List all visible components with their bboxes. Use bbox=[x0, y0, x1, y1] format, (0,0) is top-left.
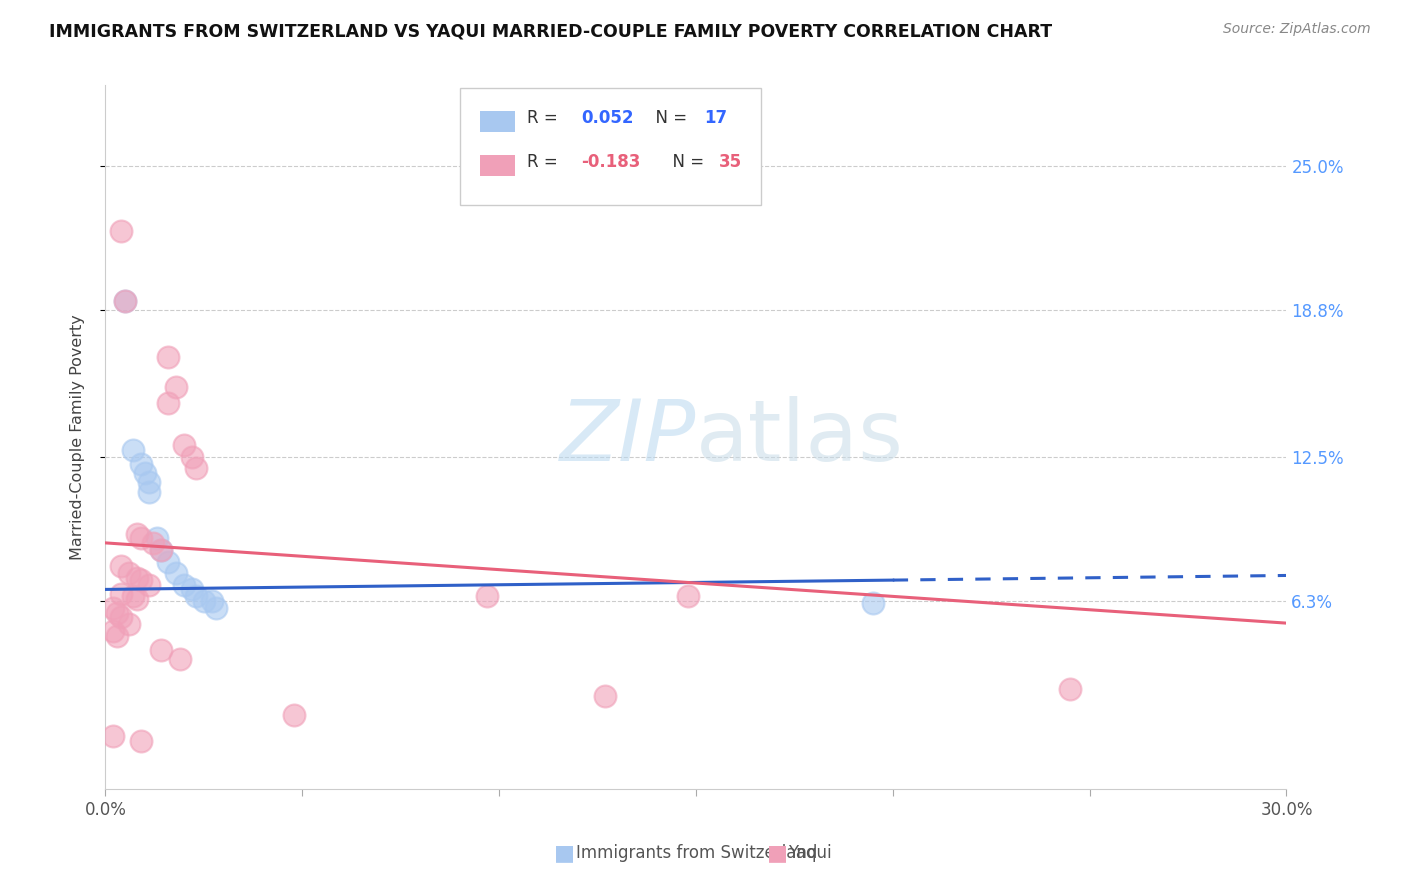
Point bbox=[103, 601, 125, 615]
Point bbox=[184, 461, 207, 475]
Point bbox=[149, 643, 172, 657]
Text: Immigrants from Switzerland: Immigrants from Switzerland bbox=[575, 844, 817, 862]
Point bbox=[149, 542, 172, 557]
Point bbox=[105, 606, 128, 620]
Text: Yaqui: Yaqui bbox=[789, 844, 832, 862]
Point bbox=[477, 590, 499, 604]
Point bbox=[595, 690, 617, 704]
Point bbox=[169, 652, 191, 666]
Point bbox=[118, 566, 141, 581]
Point bbox=[122, 442, 145, 457]
Point bbox=[1059, 682, 1081, 697]
Point bbox=[201, 594, 224, 608]
Point bbox=[165, 566, 187, 581]
Point bbox=[114, 293, 136, 308]
Text: R =: R = bbox=[527, 109, 562, 127]
Text: 0.052: 0.052 bbox=[582, 109, 634, 127]
Point bbox=[157, 350, 180, 364]
Point bbox=[110, 610, 132, 624]
Point bbox=[283, 708, 305, 723]
Point bbox=[145, 531, 167, 545]
Point bbox=[134, 466, 156, 480]
Point bbox=[193, 594, 215, 608]
Text: ■: ■ bbox=[554, 843, 575, 863]
FancyBboxPatch shape bbox=[479, 111, 515, 132]
Text: R =: R = bbox=[527, 153, 562, 171]
Y-axis label: Married-Couple Family Poverty: Married-Couple Family Poverty bbox=[70, 314, 84, 560]
Point bbox=[110, 224, 132, 238]
Point bbox=[122, 590, 145, 604]
Text: IMMIGRANTS FROM SWITZERLAND VS YAQUI MARRIED-COUPLE FAMILY POVERTY CORRELATION C: IMMIGRANTS FROM SWITZERLAND VS YAQUI MAR… bbox=[49, 22, 1052, 40]
Text: N =: N = bbox=[662, 153, 709, 171]
Point bbox=[181, 582, 204, 597]
Point bbox=[181, 450, 204, 464]
Point bbox=[165, 380, 187, 394]
Point bbox=[173, 578, 195, 592]
Point bbox=[676, 590, 699, 604]
Point bbox=[129, 573, 152, 587]
Text: -0.183: -0.183 bbox=[582, 153, 641, 171]
Point bbox=[138, 475, 160, 490]
Point bbox=[184, 590, 207, 604]
Point bbox=[105, 629, 128, 643]
Point bbox=[204, 601, 226, 615]
Point bbox=[114, 293, 136, 308]
Point bbox=[138, 484, 160, 499]
Text: 35: 35 bbox=[718, 153, 741, 171]
Point bbox=[125, 591, 148, 606]
Point bbox=[129, 531, 152, 545]
Text: Source: ZipAtlas.com: Source: ZipAtlas.com bbox=[1223, 22, 1371, 37]
Point bbox=[157, 396, 180, 410]
Point bbox=[142, 536, 165, 550]
FancyBboxPatch shape bbox=[460, 88, 761, 204]
Point bbox=[129, 733, 152, 747]
Point bbox=[862, 596, 884, 610]
Point bbox=[103, 729, 125, 743]
Point bbox=[157, 554, 180, 568]
Point bbox=[103, 624, 125, 639]
Point bbox=[138, 578, 160, 592]
Text: atlas: atlas bbox=[696, 395, 904, 479]
Text: ■: ■ bbox=[766, 843, 787, 863]
Text: ZIP: ZIP bbox=[560, 395, 696, 479]
Point bbox=[118, 617, 141, 632]
Point bbox=[129, 457, 152, 471]
Text: N =: N = bbox=[645, 109, 693, 127]
Text: 17: 17 bbox=[704, 109, 727, 127]
Point bbox=[125, 526, 148, 541]
Point bbox=[173, 438, 195, 452]
Point bbox=[125, 571, 148, 585]
Point bbox=[110, 587, 132, 601]
Point bbox=[110, 559, 132, 574]
FancyBboxPatch shape bbox=[479, 155, 515, 177]
Point bbox=[149, 542, 172, 557]
